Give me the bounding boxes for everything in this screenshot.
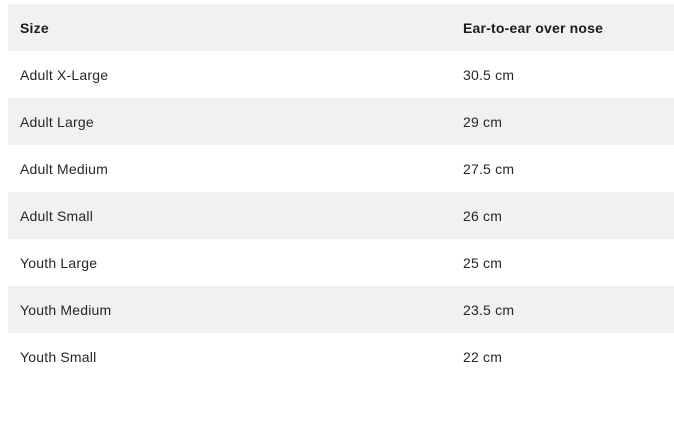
size-cell: Youth Medium — [20, 301, 112, 318]
table-row: Adult X-Large 30.5 cm — [8, 51, 674, 98]
size-cell: Adult Large — [20, 113, 94, 130]
size-cell: Adult Medium — [20, 160, 108, 177]
table-row: Youth Medium 23.5 cm — [8, 286, 674, 333]
measurement-cell: 30.5 cm — [463, 66, 515, 83]
size-cell: Adult X-Large — [20, 66, 109, 83]
table-row: Adult Small 26 cm — [8, 192, 674, 239]
measurement-cell: 22 cm — [463, 348, 503, 365]
table-row: Adult Large 29 cm — [8, 98, 674, 145]
measurement-cell: 27.5 cm — [463, 160, 515, 177]
table-row: Youth Small 22 cm — [8, 333, 674, 380]
size-chart-table: Size Ear-to-ear over nose Adult X-Large … — [8, 4, 674, 380]
table-header-row: Size Ear-to-ear over nose — [8, 4, 674, 51]
size-cell: Adult Small — [20, 207, 94, 224]
column-header-size: Size — [20, 19, 49, 36]
size-cell: Youth Large — [20, 254, 98, 271]
measurement-cell: 29 cm — [463, 113, 503, 130]
measurement-cell: 23.5 cm — [463, 301, 515, 318]
table-row: Adult Medium 27.5 cm — [8, 145, 674, 192]
table-row: Youth Large 25 cm — [8, 239, 674, 286]
measurement-cell: 26 cm — [463, 207, 503, 224]
column-header-ear-to-ear: Ear-to-ear over nose — [463, 19, 604, 36]
measurement-cell: 25 cm — [463, 254, 503, 271]
size-cell: Youth Small — [20, 348, 97, 365]
